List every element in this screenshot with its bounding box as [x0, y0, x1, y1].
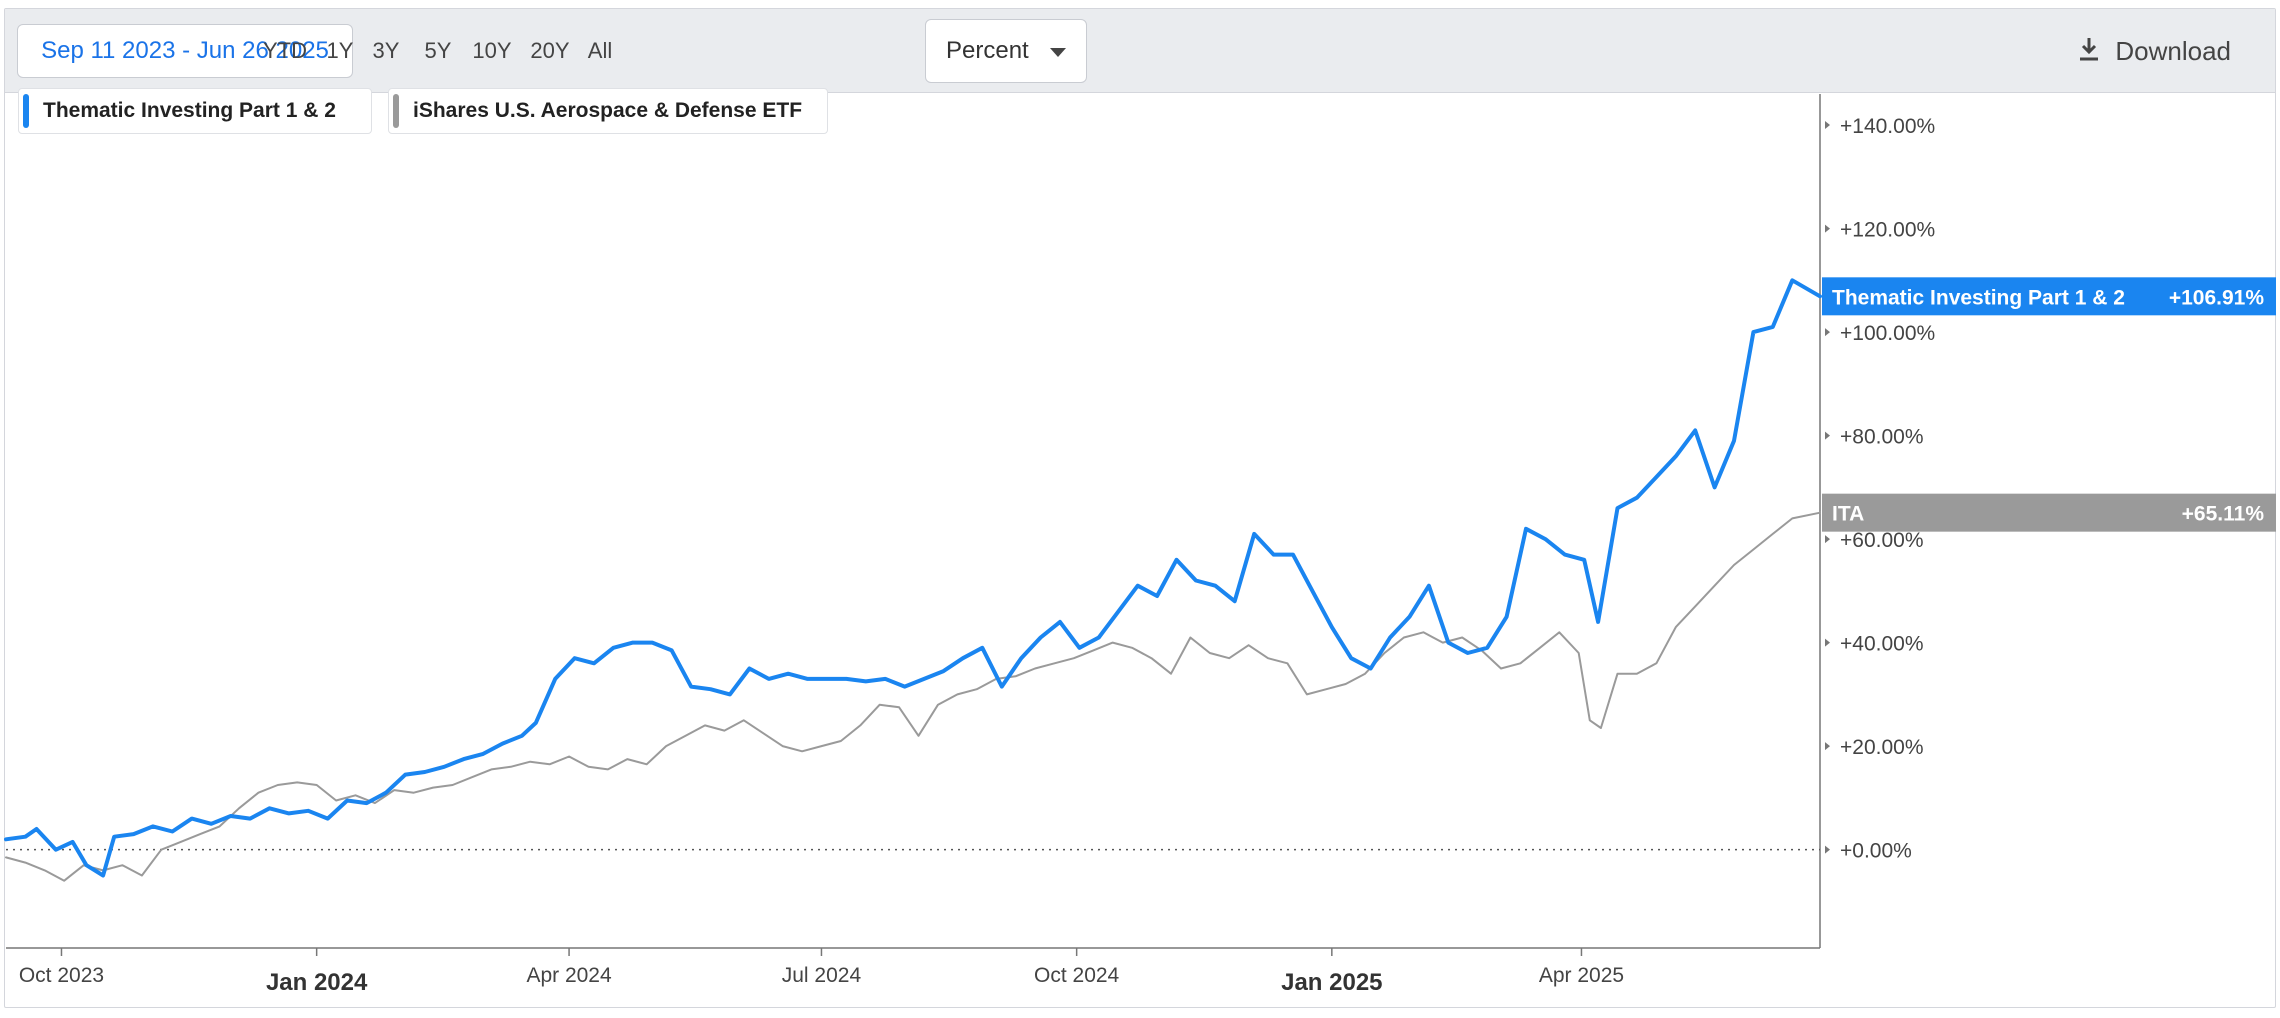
x-tick-label: Oct 2023: [19, 964, 104, 987]
range-button-1y[interactable]: 1Y: [326, 38, 354, 63]
range-button-20y[interactable]: 20Y: [530, 38, 570, 63]
legend-item-series-1[interactable]: Thematic Investing Part 1 & 2: [18, 88, 372, 134]
y-tick-label: +120.00%: [1840, 219, 1935, 242]
range-button-5y[interactable]: 5Y: [424, 38, 452, 63]
legend-swatch-series-2: [393, 94, 399, 128]
y-tick-mark: [1825, 535, 1830, 544]
x-tick-label: Oct 2024: [1034, 964, 1120, 987]
y-tick-label: +60.00%: [1840, 529, 1924, 552]
download-button[interactable]: Download: [2077, 31, 2231, 71]
y-tick-mark: [1825, 742, 1830, 751]
end-label-name-2: ITA: [1832, 503, 1864, 526]
x-tick-label: Apr 2025: [1539, 964, 1624, 987]
y-tick-mark: [1825, 638, 1830, 647]
series-line-1: [4, 278, 1822, 878]
legend-swatch-series-1: [23, 94, 29, 128]
y-tick-mark: [1825, 328, 1830, 337]
y-tick-label: +20.00%: [1840, 736, 1924, 759]
range-button-all[interactable]: All: [587, 38, 613, 63]
caret-down-icon: [1050, 48, 1066, 57]
y-tick-label: +100.00%: [1840, 322, 1935, 345]
y-tick-label: +40.00%: [1840, 633, 1924, 656]
x-tick-label: Apr 2024: [526, 964, 612, 987]
mode-dropdown-label: Percent: [946, 37, 1029, 64]
range-button-10y[interactable]: 10Y: [472, 38, 512, 63]
end-label-box-1: [1822, 277, 2276, 316]
download-icon: [2077, 33, 2101, 73]
y-tick-mark: [1825, 431, 1830, 440]
legend-item-series-2[interactable]: iShares U.S. Aerospace & Defense ETF: [388, 88, 828, 134]
mode-dropdown[interactable]: Percent: [925, 19, 1087, 83]
y-tick-label: +80.00%: [1840, 426, 1924, 449]
legend-label-series-2: iShares U.S. Aerospace & Defense ETF: [413, 99, 803, 122]
y-tick-label: +0.00%: [1840, 840, 1912, 863]
end-label-value-1: +106.91%: [2169, 286, 2264, 309]
end-label-name-1: Thematic Investing Part 1 & 2: [1832, 286, 2125, 309]
y-tick-mark: [1825, 121, 1830, 130]
toolbar: Sep 11 2023 - Jun 26 2025 YTD 1Y 3Y 5Y 1…: [5, 9, 2275, 93]
y-tick-label: +140.00%: [1840, 115, 1935, 138]
legend-label-series-1: Thematic Investing Part 1 & 2: [43, 99, 336, 122]
range-button-ytd[interactable]: YTD: [263, 38, 307, 63]
x-tick-label: Jan 2025: [1281, 969, 1382, 996]
y-tick-mark: [1825, 845, 1830, 854]
x-tick-label: Jan 2024: [266, 969, 368, 996]
x-tick-label: Jul 2024: [782, 964, 862, 987]
range-button-3y[interactable]: 3Y: [372, 38, 400, 63]
date-range-button[interactable]: Sep 11 2023 - Jun 26 2025: [17, 24, 353, 78]
end-label-value-2: +65.11%: [2182, 503, 2265, 526]
download-label: Download: [2115, 36, 2231, 66]
series-line-2: [5, 511, 1821, 882]
y-tick-mark: [1825, 224, 1830, 233]
end-label-box-2: [1822, 493, 2276, 532]
